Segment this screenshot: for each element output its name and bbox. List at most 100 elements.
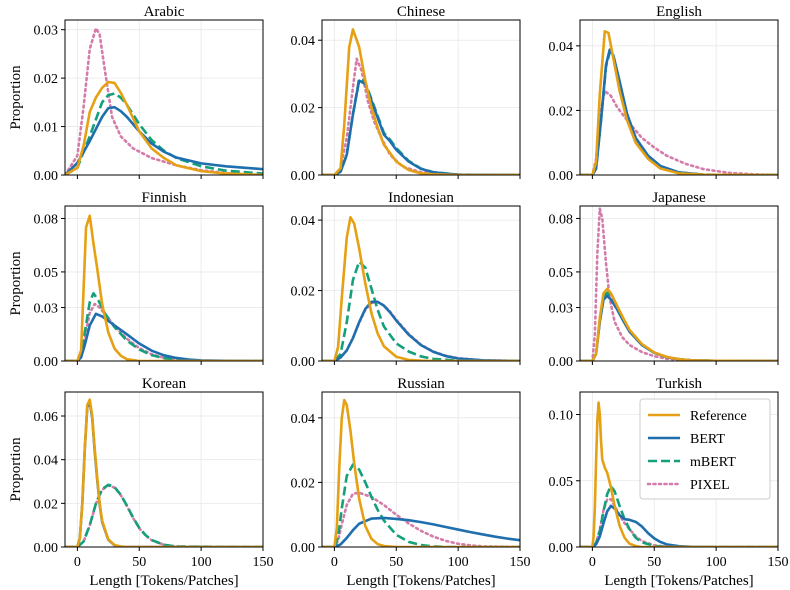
axes-frame	[321, 391, 521, 548]
x-tick-label: 150	[768, 555, 789, 570]
y-tick-label: 0.05	[549, 475, 574, 490]
y-tick-label: 0.08	[549, 212, 574, 227]
axes-frame	[64, 391, 264, 548]
series-line-bert	[322, 300, 520, 361]
legend-label: PIXEL	[690, 478, 730, 493]
series-line-pixel	[580, 89, 778, 175]
y-tick-label: 0.03	[34, 24, 59, 39]
series-line-pixel	[322, 300, 520, 361]
panel-finnish: Finnish 0.00 0.03 0.05 0.08 Proportion	[8, 190, 264, 370]
x-tick-label: 50	[389, 555, 403, 570]
panel-grid: Arabic 0.00 0.01 0.02 0.03 Proportion Chinese 0…	[8, 4, 789, 589]
panel-title: Indonesian	[388, 190, 454, 206]
axes-frame	[64, 19, 264, 176]
x-tick-label: 0	[74, 555, 81, 570]
y-tick-label: 0.05	[34, 266, 59, 281]
x-axis-label: Length [Tokens/Patches]	[346, 573, 495, 589]
x-tick-label: 100	[448, 555, 469, 570]
series-line-pixel	[65, 302, 263, 361]
panel-russian: Russian 0.00 0.02 0.04 0 50 100 150 Length [Toke…	[291, 376, 531, 589]
y-tick-label: 0.04	[549, 40, 574, 55]
y-tick-label: 0.00	[291, 355, 316, 370]
panel-chinese: Chinese 0.00 0.02 0.04	[291, 4, 521, 184]
legend: Reference BERT mBERT PIXEL	[639, 398, 771, 500]
y-tick-label: 0.01	[34, 121, 59, 136]
y-tick-label: 0.04	[34, 454, 59, 469]
y-tick-label: 0.00	[34, 541, 59, 556]
panel-title: Russian	[397, 376, 445, 392]
y-tick-label: 0.00	[549, 541, 574, 556]
panel-japanese: Japanese 0.00 0.03 0.05 0.08	[549, 190, 779, 370]
series-line-reference	[65, 398, 263, 547]
y-tick-label: 0.05	[549, 266, 574, 281]
series-line-bert	[322, 79, 520, 175]
series-line-pixel	[65, 484, 263, 547]
y-tick-label: 0.00	[291, 169, 316, 184]
series-line-bert	[65, 312, 263, 361]
series-line-reference	[322, 215, 520, 361]
legend-label: Reference	[690, 409, 747, 424]
y-tick-label: 0.08	[34, 212, 59, 227]
y-tick-label: 0.03	[34, 302, 59, 317]
y-tick-label: 0.00	[549, 355, 574, 370]
series-line-reference	[580, 287, 778, 361]
panel-english: English 0.00 0.02 0.04	[549, 4, 779, 184]
x-tick-label: 100	[191, 555, 212, 570]
series-line-reference	[580, 30, 778, 175]
y-tick-label: 0.00	[291, 541, 316, 556]
legend-label: mBERT	[690, 455, 736, 470]
x-tick-label: 50	[647, 555, 661, 570]
legend-item-mbert: mBERT	[648, 455, 736, 470]
y-tick-label: 0.10	[549, 409, 574, 424]
panel-title: Japanese	[652, 190, 706, 206]
legend-item-bert: BERT	[648, 432, 725, 447]
y-tick-label: 0.03	[549, 302, 574, 317]
y-tick-label: 0.02	[291, 285, 316, 300]
y-tick-label: 0.02	[34, 72, 59, 87]
series-line-bert	[65, 105, 263, 175]
axes-frame	[579, 205, 779, 362]
x-tick-label: 100	[706, 555, 727, 570]
legend-item-reference: Reference	[648, 409, 747, 424]
series-line-reference	[322, 398, 520, 547]
series-line-reference	[65, 214, 263, 361]
axes-frame	[321, 19, 521, 176]
series-line-reference	[322, 28, 520, 175]
x-axis-label: Length [Tokens/Patches]	[89, 573, 238, 589]
y-tick-label: 0.06	[34, 410, 59, 425]
series-line-bert	[65, 400, 263, 547]
axes-frame	[64, 205, 264, 362]
panel-arabic: Arabic 0.00 0.01 0.02 0.03 Proportion	[8, 4, 264, 184]
legend-box	[639, 398, 771, 500]
series-line-pixel	[322, 491, 520, 547]
series-line-bert	[580, 48, 778, 175]
x-tick-label: 150	[510, 555, 531, 570]
panel-title: Chinese	[397, 4, 446, 20]
series-line-mbert	[65, 483, 263, 547]
legend-item-pixel: PIXEL	[646, 478, 730, 493]
series-line-reference	[65, 80, 263, 175]
panel-korean: Korean 0.00 0.02 0.04 0.06 0 50 100 150 Proportio…	[8, 376, 274, 589]
y-tick-label: 0.04	[291, 214, 316, 229]
series-line-mbert	[580, 50, 778, 175]
y-axis-label: Proportion	[8, 251, 24, 316]
panel-title: Korean	[142, 376, 187, 392]
y-tick-label: 0.02	[291, 476, 316, 491]
axes-frame	[321, 205, 521, 362]
series-line-pixel	[580, 207, 778, 361]
series-line-mbert	[65, 292, 263, 361]
y-tick-label: 0.04	[291, 34, 316, 49]
y-tick-label: 0.00	[549, 169, 574, 184]
y-axis-label: Proportion	[8, 437, 24, 502]
axes-frame	[579, 391, 779, 548]
x-tick-label: 150	[253, 555, 274, 570]
series-line-bert	[322, 516, 520, 547]
y-tick-label: 0.02	[291, 102, 316, 117]
y-tick-label: 0.02	[549, 104, 574, 119]
series-line-mbert	[322, 260, 520, 361]
x-axis-label: Length [Tokens/Patches]	[604, 573, 753, 589]
axes-frame	[579, 19, 779, 176]
y-tick-label: 0.00	[34, 169, 59, 184]
series-line-bert	[580, 504, 778, 547]
